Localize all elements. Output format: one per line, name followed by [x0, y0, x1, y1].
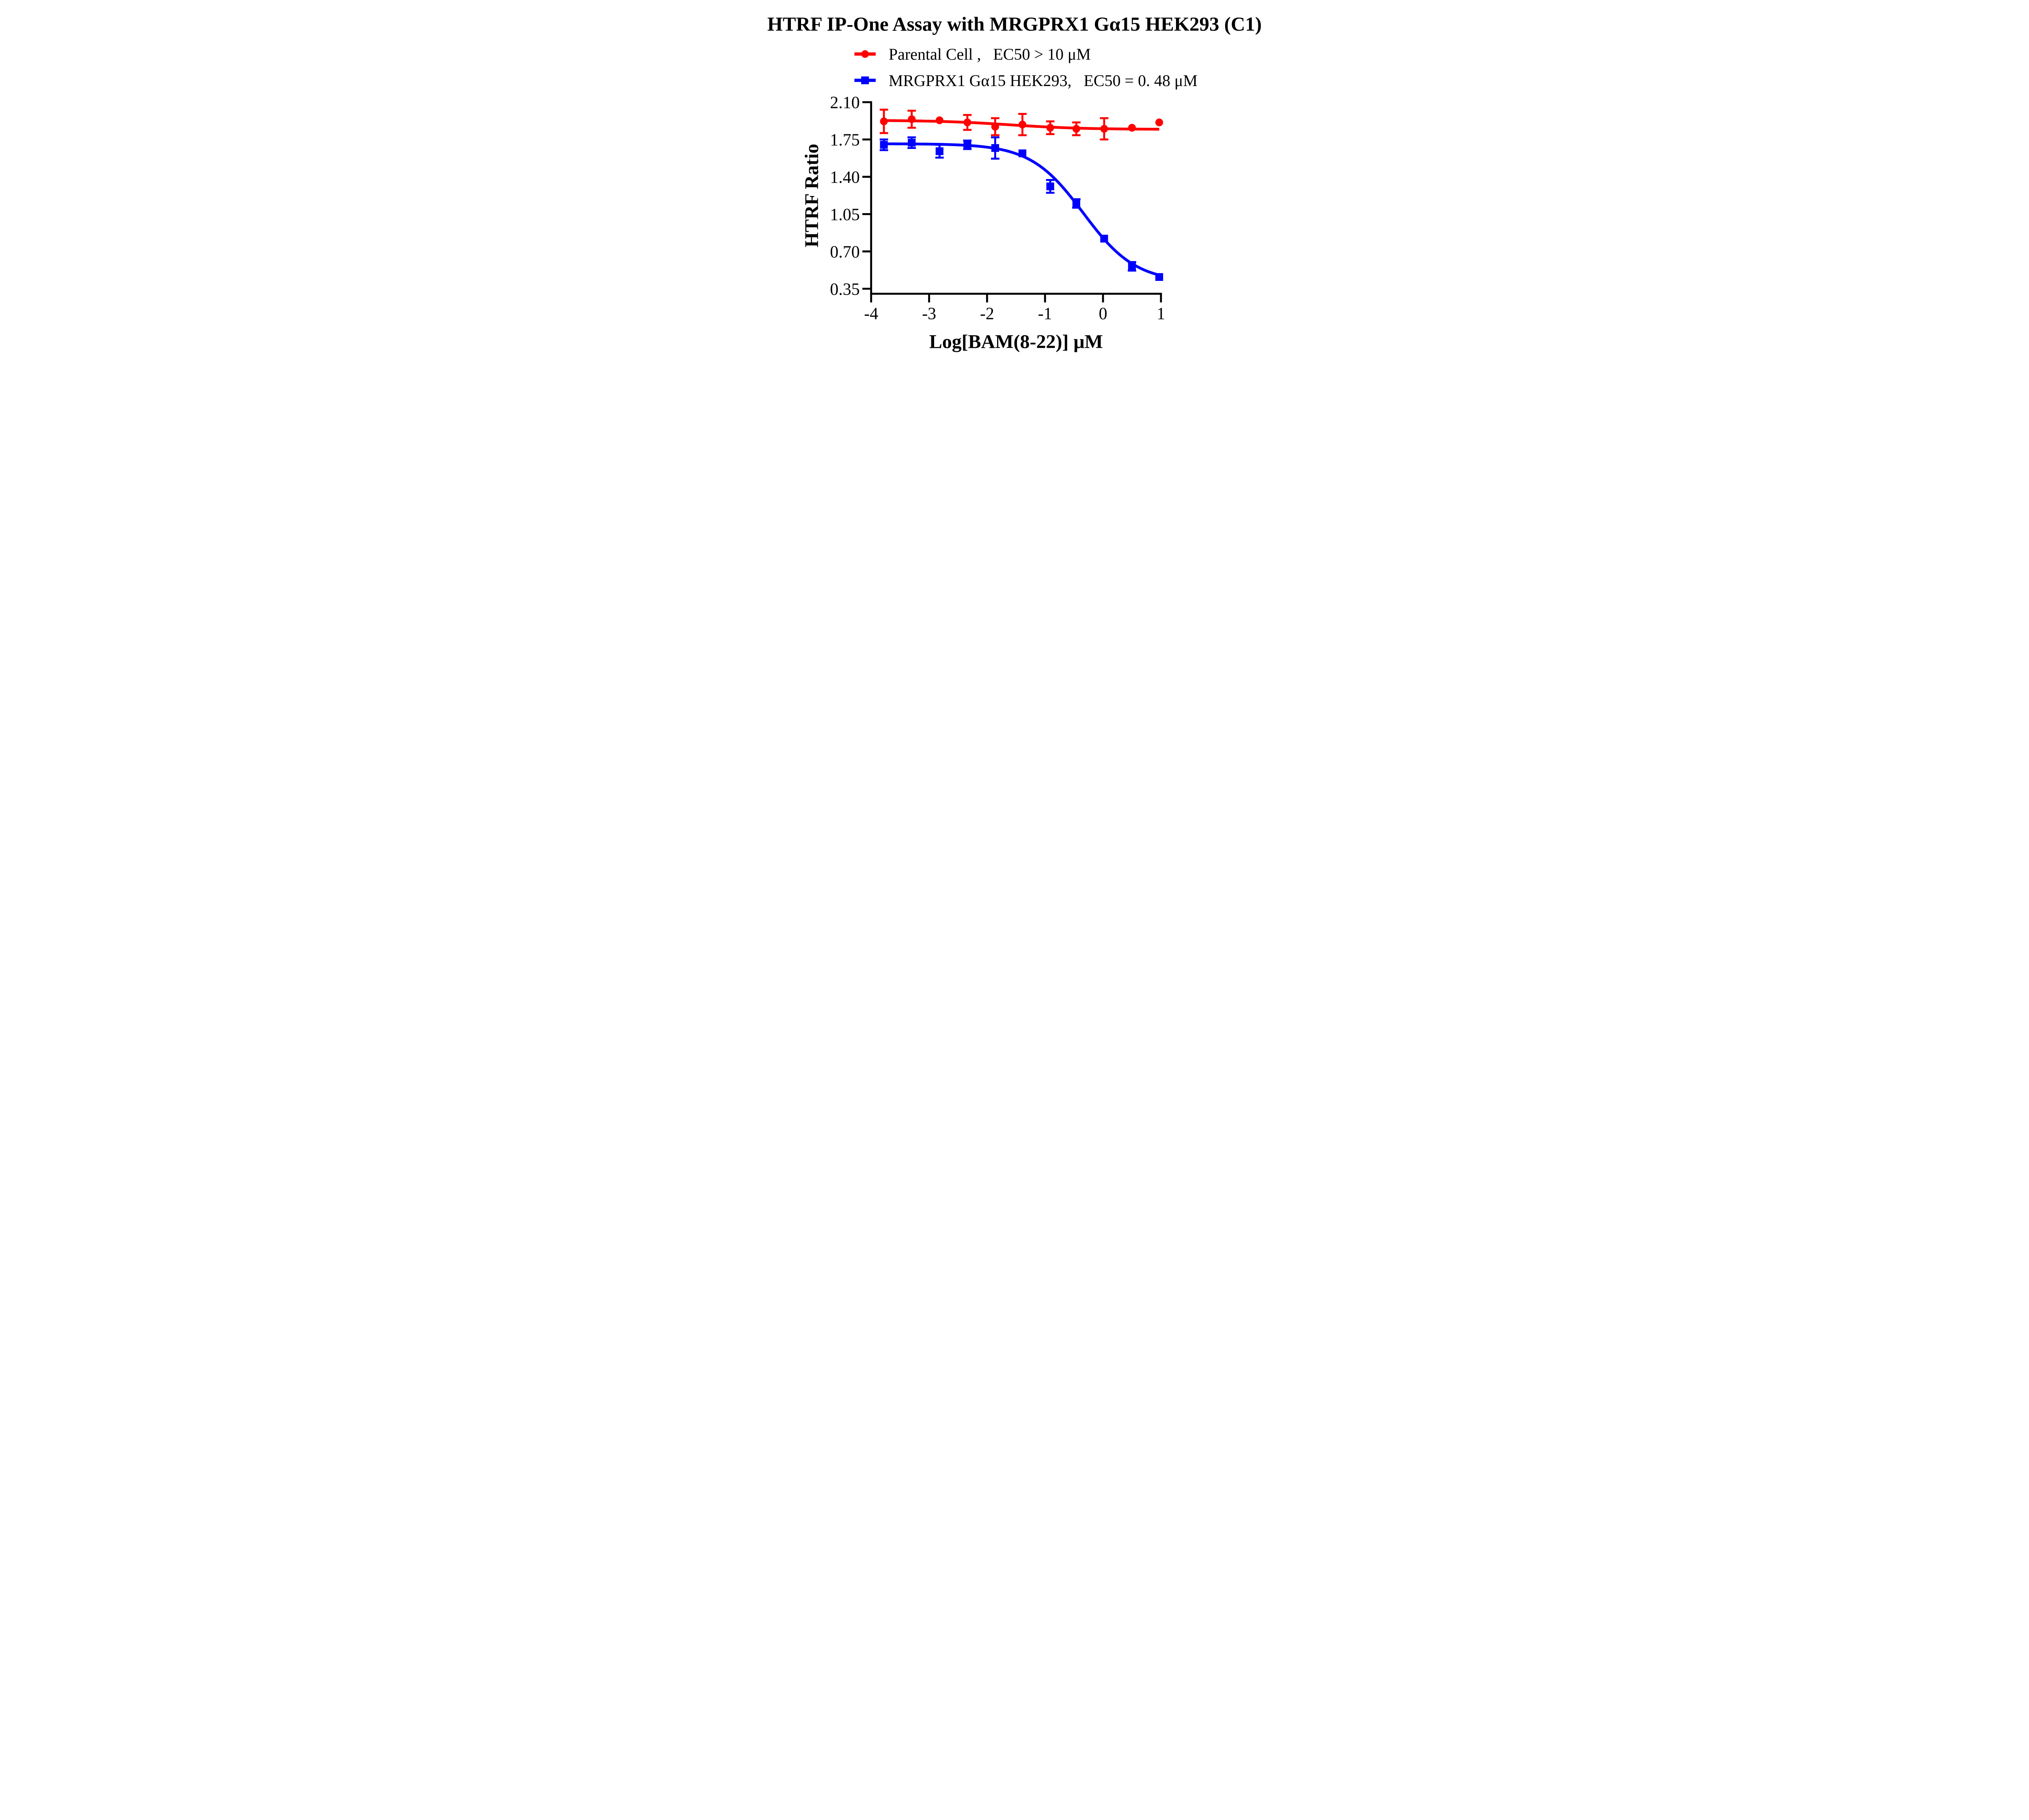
y-tick-label: 1.75 [830, 131, 859, 150]
y-tick-label: 1.40 [830, 168, 859, 187]
legend-circle-icon [861, 50, 869, 58]
data-point-mrgprx1-10 [1128, 262, 1136, 270]
data-point-mrgprx1-1 [880, 141, 888, 149]
y-tick-label: 0.35 [830, 280, 859, 299]
legend: Parental Cell , EC50 > 10 μM MRGPRX1 Gα1… [854, 45, 1198, 90]
x-tick-label: -4 [864, 305, 878, 323]
x-tick-label: 1 [1157, 305, 1165, 323]
legend-label-mrgprx1: MRGPRX1 Gα15 HEK293, EC50 = 0. 48 μM [889, 71, 1198, 90]
data-point-mrgprx1-3 [935, 147, 943, 155]
x-axis-label: Log[BAM(8-22)] μM [929, 331, 1103, 353]
y-tick-label: 1.05 [830, 205, 859, 224]
data-point-mrgprx1-6 [1018, 149, 1027, 157]
data-point-parental-8 [1072, 125, 1080, 133]
data-point-parental-5 [991, 123, 999, 131]
dose-response-chart: HTRF IP-One Assay with MRGPRX1 Gα15 HEK2… [767, 13, 1262, 353]
x-tick-label: 0 [1099, 305, 1107, 323]
y-axis-label: HTRF Ratio [801, 144, 823, 247]
series-mrgprx1 [879, 136, 1163, 281]
fit-curve-mrgprx1 [884, 142, 1160, 276]
data-point-mrgprx1-2 [908, 138, 916, 147]
data-point-mrgprx1-11 [1155, 273, 1163, 281]
data-point-mrgprx1-5 [991, 144, 999, 152]
data-point-mrgprx1-7 [1046, 182, 1054, 190]
data-point-parental-2 [908, 115, 916, 123]
data-point-mrgprx1-9 [1100, 235, 1108, 243]
x-tick-label: -3 [922, 305, 936, 323]
legend-label-parental: Parental Cell , EC50 > 10 μM [889, 45, 1091, 63]
y-tick-label: 0.70 [830, 243, 859, 261]
y-tick-label: 2.10 [830, 94, 859, 112]
data-series [879, 108, 1163, 281]
figure: HTRF IP-One Assay with MRGPRX1 Gα15 HEK2… [766, 0, 1263, 364]
data-point-mrgprx1-4 [963, 141, 971, 149]
data-point-parental-4 [963, 119, 971, 127]
data-point-parental-10 [1128, 124, 1136, 132]
series-parental [879, 108, 1163, 141]
data-point-parental-9 [1100, 125, 1108, 133]
x-tick-label: -2 [980, 305, 994, 323]
x-tick-label: -1 [1038, 305, 1052, 323]
data-point-parental-6 [1018, 121, 1027, 129]
data-point-mrgprx1-8 [1072, 199, 1080, 207]
data-point-parental-7 [1046, 124, 1054, 132]
data-point-parental-1 [880, 117, 888, 125]
legend-square-icon [861, 76, 869, 84]
data-point-parental-11 [1155, 119, 1163, 127]
chart-title: HTRF IP-One Assay with MRGPRX1 Gα15 HEK2… [767, 13, 1262, 35]
legend-item-mrgprx1: MRGPRX1 Gα15 HEK293, EC50 = 0. 48 μM [854, 71, 1198, 90]
legend-item-parental-cell: Parental Cell , EC50 > 10 μM [854, 45, 1091, 63]
data-point-parental-3 [935, 116, 943, 124]
axes: 2.10 1.75 1.40 1.05 0.70 0.35 -4 -3 -2 -1 0 1 [830, 94, 1165, 323]
